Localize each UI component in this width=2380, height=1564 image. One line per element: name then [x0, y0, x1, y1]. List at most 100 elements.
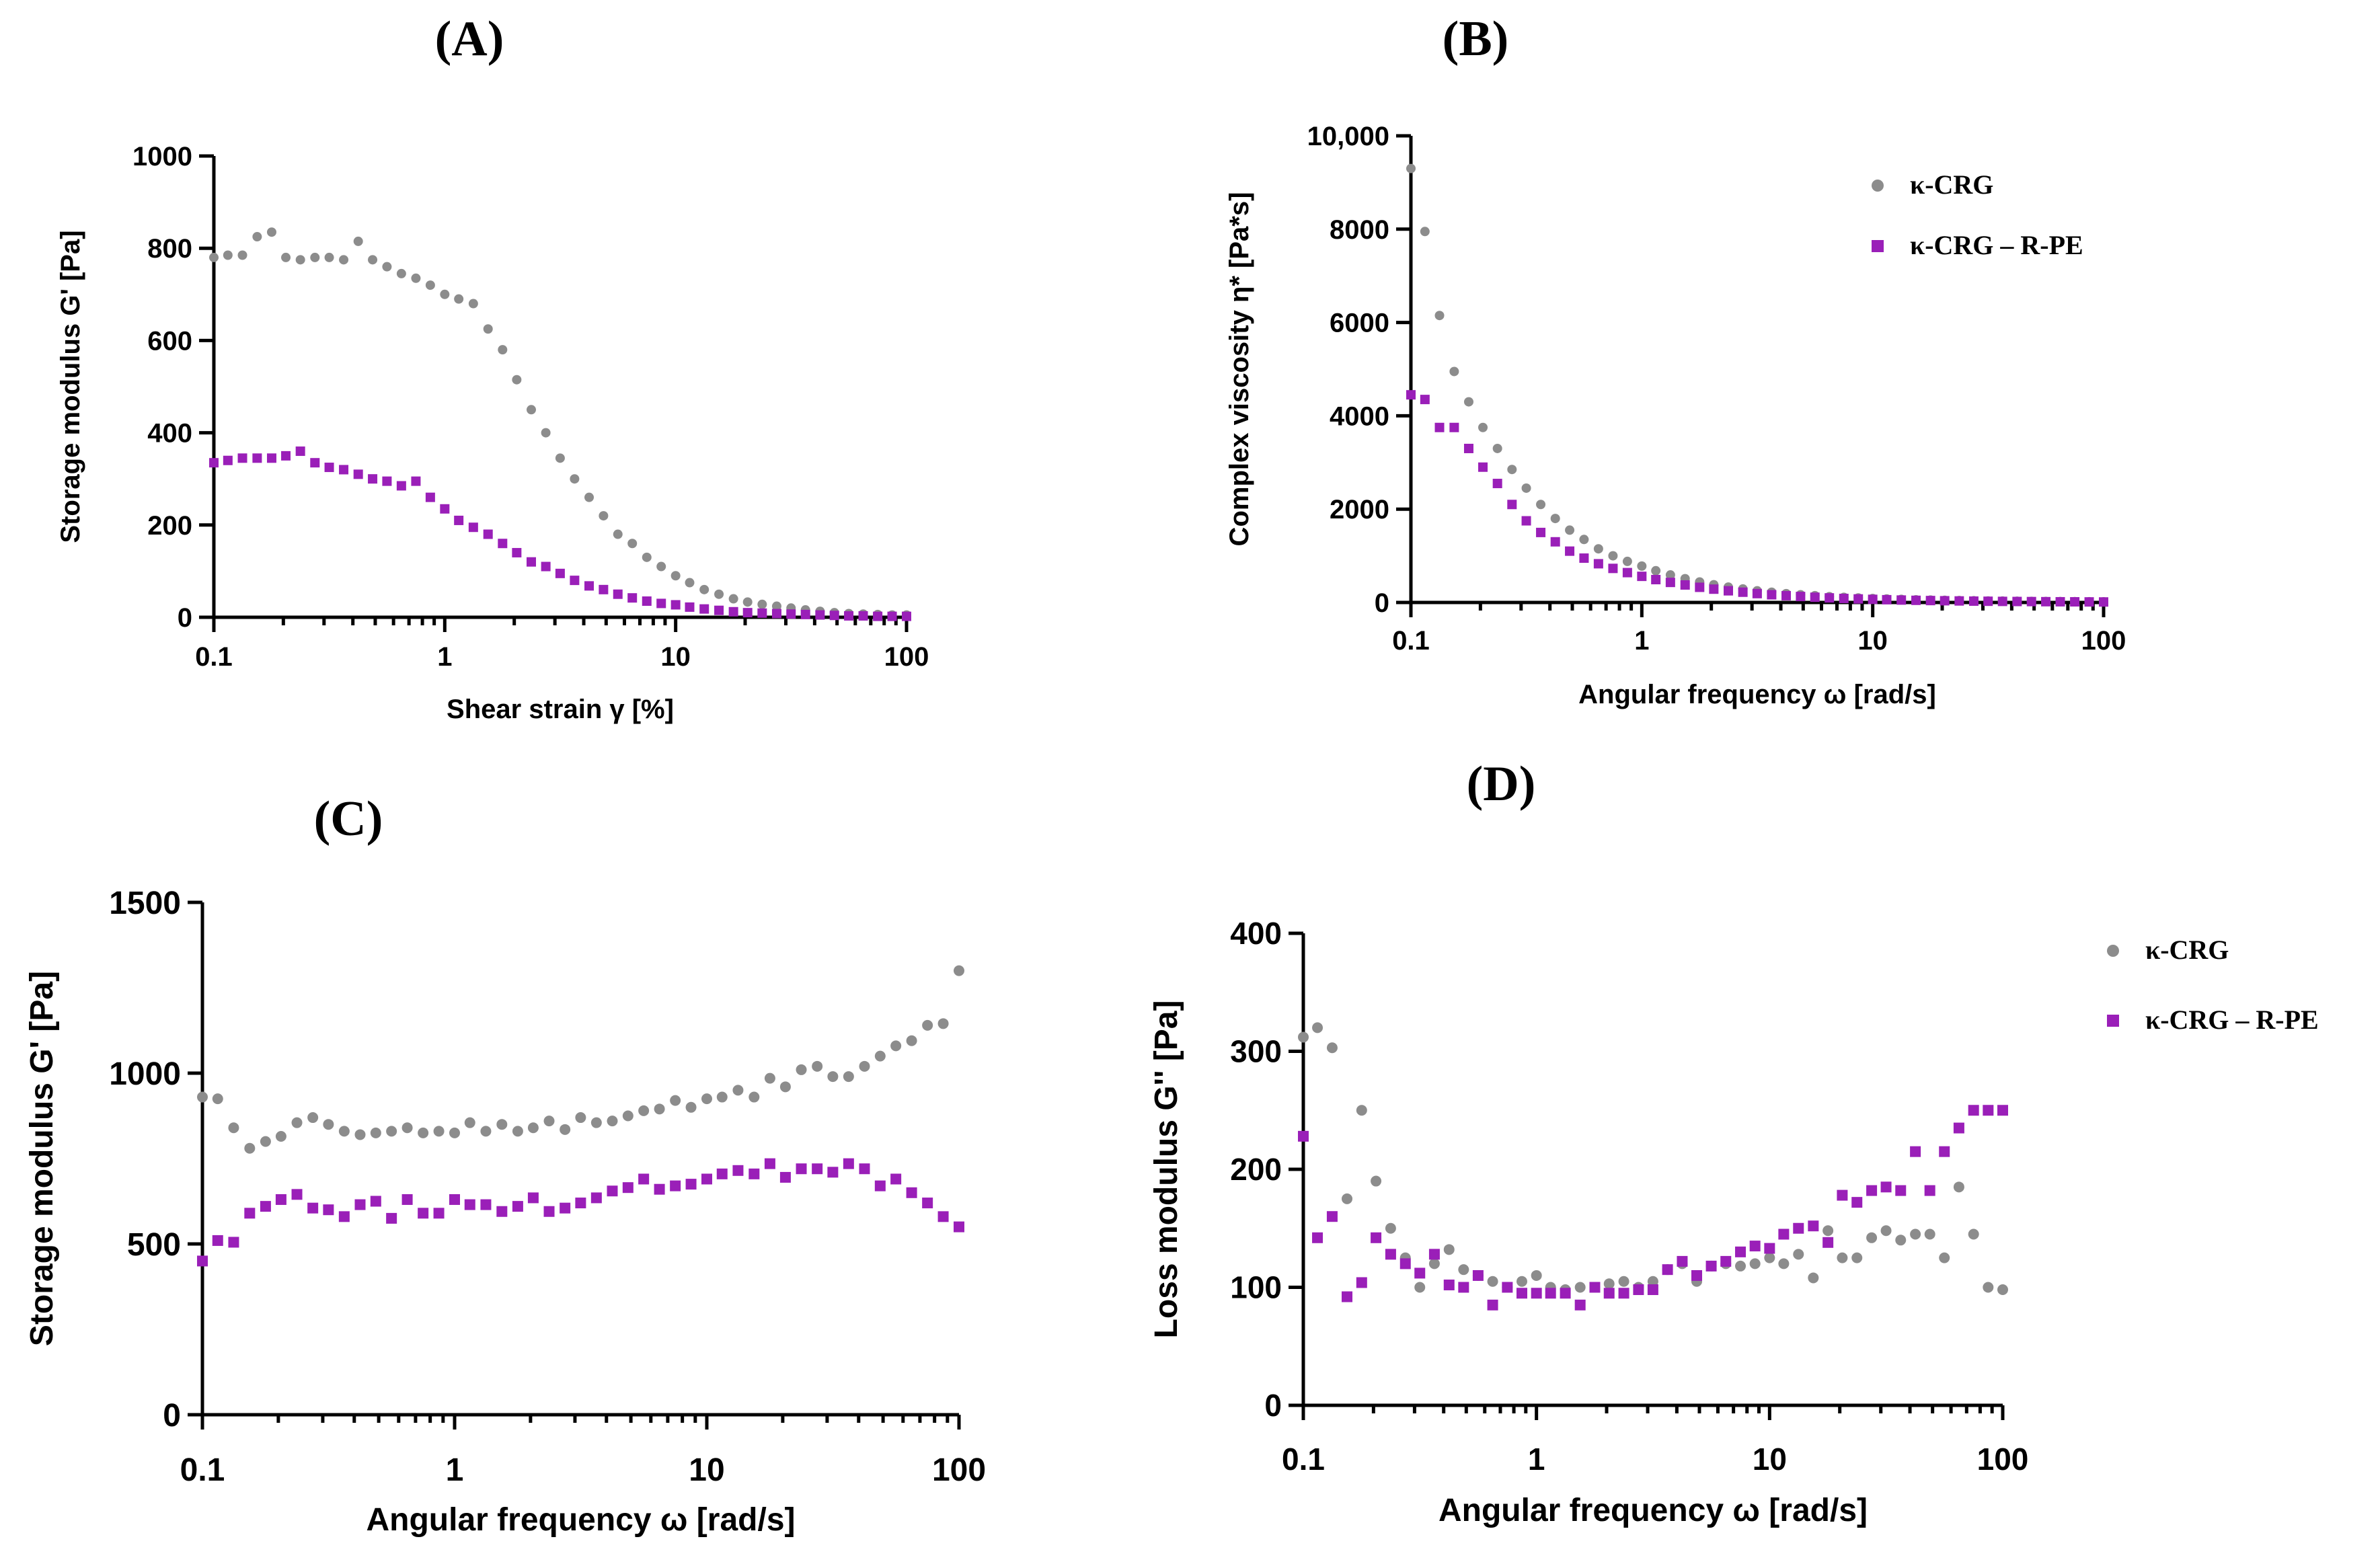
data-point-circle [1953, 1181, 1964, 1193]
legend: κ-CRG κ-CRG – R-PE [1872, 169, 2083, 260]
data-point-square [1953, 1122, 1964, 1134]
data-point-circle [1342, 1193, 1353, 1204]
data-point-square [1793, 1222, 1804, 1234]
data-point-square [1924, 1185, 1935, 1196]
x-tick-label: 1 [446, 1452, 464, 1488]
data-point-circle [1478, 422, 1488, 432]
data-point-circle [480, 1126, 492, 1137]
data-point-square [368, 474, 378, 484]
data-point-circle [685, 578, 695, 588]
data-point-circle [701, 1093, 712, 1105]
panel-label: (D) [1467, 756, 1536, 812]
data-point-circle [1851, 1252, 1863, 1263]
data-point-circle [266, 227, 276, 237]
data-point-circle [496, 1119, 508, 1130]
data-point-square [1896, 595, 1907, 605]
legend: κ-CRG κ-CRG – R-PE [2107, 935, 2319, 1035]
data-point-square [1385, 1249, 1396, 1260]
data-point-square [1954, 596, 1964, 606]
data-point-circle [310, 252, 320, 262]
data-point-square [449, 1194, 460, 1205]
data-point-circle [1808, 1272, 1819, 1284]
data-point-circle [1406, 163, 1416, 173]
data-point-circle [386, 1126, 397, 1137]
data-point-square [1705, 1260, 1717, 1272]
data-point-square [425, 492, 435, 502]
data-point-circle [742, 597, 753, 607]
data-point-square [1720, 1255, 1732, 1267]
data-point-square [1810, 592, 1820, 602]
data-point-square [613, 589, 623, 599]
data-point-circle [716, 1091, 728, 1103]
data-point-circle [281, 252, 291, 262]
data-point-circle [1531, 1269, 1542, 1281]
data-point-square [1880, 1181, 1892, 1193]
data-point-square [401, 1194, 413, 1205]
data-point-square [716, 1168, 728, 1179]
data-point-square [1458, 1282, 1469, 1293]
data-point-circle [295, 255, 305, 265]
data-point-circle [1880, 1225, 1892, 1237]
data-point-square [1312, 1232, 1323, 1243]
data-point-circle [1443, 1244, 1455, 1255]
data-point-square [260, 1201, 271, 1212]
x-axis-title: Shear strain γ [%] [447, 695, 674, 724]
data-point-circle [228, 1122, 239, 1134]
data-point-circle [1637, 561, 1647, 571]
data-point-circle [1968, 1228, 1979, 1240]
legend-marker-circle [1872, 180, 1884, 192]
data-point-square [1298, 1130, 1309, 1142]
data-point-square [1399, 1258, 1411, 1269]
data-point-square [1608, 563, 1618, 574]
data-point-circle [622, 1110, 634, 1122]
data-point-circle [353, 236, 363, 246]
data-point-circle [1924, 1228, 1935, 1240]
data-point-square [1738, 587, 1748, 597]
data-point-square [1911, 595, 1921, 605]
data-point-square [244, 1208, 256, 1219]
data-point-square [1665, 578, 1675, 588]
data-point-square [1983, 596, 1993, 607]
data-point-square [1560, 1288, 1571, 1299]
data-point-square [197, 1255, 208, 1267]
data-point-square [1593, 559, 1603, 569]
data-point-circle [425, 280, 435, 290]
data-point-square [1356, 1277, 1367, 1288]
y-tick-label: 1000 [132, 142, 192, 171]
data-point-square [543, 1206, 555, 1217]
data-point-square [1536, 527, 1546, 537]
y-axis-title: Complex viscosity η* [Pa*s] [1225, 192, 1254, 547]
data-point-circle [1550, 514, 1560, 524]
data-point-circle [1593, 544, 1603, 554]
data-point-square [223, 455, 233, 465]
data-point-circle [613, 529, 623, 539]
x-tick-label: 1 [1634, 626, 1649, 656]
data-point-square [1502, 1282, 1513, 1293]
data-point-square [937, 1211, 949, 1222]
data-point-circle [252, 232, 262, 242]
data-point-square [796, 1163, 807, 1175]
data-point-square [1796, 592, 1806, 602]
data-point-circle [464, 1117, 475, 1128]
data-point-square [1983, 1105, 1994, 1116]
data-point-square [859, 1163, 870, 1175]
data-point-square [843, 1158, 854, 1169]
data-point-circle [512, 375, 522, 385]
data-point-square [339, 465, 349, 475]
y-tick-label: 1000 [109, 1056, 181, 1092]
data-point-square [310, 458, 320, 468]
y-tick-label: 400 [1230, 916, 1282, 951]
legend-label: κ-CRG [2145, 935, 2229, 965]
x-tick-label: 100 [1977, 1442, 2029, 1477]
data-point-square [858, 611, 868, 621]
data-point-circle [370, 1127, 381, 1138]
data-point-circle [209, 252, 219, 262]
data-point-circle [937, 1018, 949, 1029]
data-point-circle [714, 589, 724, 599]
data-point-square [670, 1180, 681, 1191]
chart-panel-a: (A) 0 200 400 600 800 1000 0.1 1 10 100 Shear strai… [56, 11, 929, 724]
legend-marker-square [2107, 1015, 2119, 1027]
data-point-square [607, 1185, 618, 1197]
data-point-circle [1603, 1278, 1615, 1290]
data-point-circle [498, 345, 508, 355]
